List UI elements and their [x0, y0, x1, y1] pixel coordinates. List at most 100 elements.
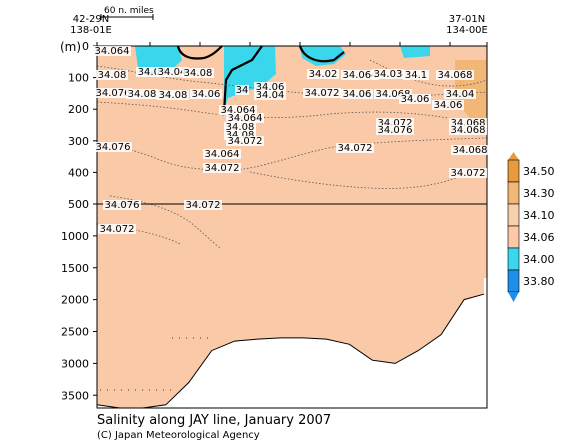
colorbar-segment [507, 181, 520, 205]
colorbar-top-arrow [508, 152, 519, 160]
contour-label: 34.03 [374, 69, 403, 80]
right-station-lon: 134-00E [446, 25, 488, 36]
y-tick-label: 500 [68, 198, 89, 211]
right-margin [484, 278, 487, 408]
contour-label-bg [436, 70, 474, 80]
contour-label-bg [235, 85, 249, 95]
contour-label-bg [399, 94, 431, 104]
contour-label: 34.072 [205, 163, 240, 174]
colorbar-segment [507, 247, 520, 271]
contour-label-bg [94, 142, 132, 152]
contour-label: 34.076 [378, 125, 413, 136]
scale-label: 60 n. miles [104, 6, 154, 16]
colorbar-label: 34.10 [523, 209, 555, 222]
contour-label-bg [341, 89, 373, 99]
chart-title: Salinity along JAY line, January 2007 [97, 413, 331, 428]
y-axis: 0 100 200 300 400 500 1000 1500 2000 2500 3000 3500 [61, 40, 488, 402]
contour-label: 34.08 [128, 89, 157, 100]
contour-label: 34.06 [256, 82, 285, 93]
contour-label-bg [449, 125, 487, 135]
contour-label-bg [157, 90, 189, 100]
contour-label: 34.08 [159, 90, 188, 101]
contour-label-bg [444, 89, 476, 99]
y-axis-label: (m) [60, 40, 81, 54]
contour-label: 34.072 [228, 136, 263, 147]
colorbar-segment [507, 225, 520, 249]
contour-label: 34.064 [95, 46, 130, 57]
contour-label: 34.068 [451, 118, 486, 129]
left-station-lat: 42-29N [73, 14, 110, 25]
contour-label: 34.068 [451, 125, 486, 136]
colorbar-label: 33.80 [523, 275, 555, 288]
contour-label: 34.06 [434, 100, 463, 111]
contour-label-bg [403, 70, 429, 80]
plot-area [96, 45, 488, 409]
contour-label: 34.06 [192, 89, 221, 100]
contour-label: 34.1 [405, 70, 427, 81]
seafloor [97, 293, 487, 408]
contour-label-bg [226, 136, 264, 146]
contour-label-bg [376, 118, 414, 128]
y-tick-label: 200 [68, 103, 89, 116]
y-tick-label: 300 [68, 135, 89, 148]
contour-thick [298, 45, 345, 63]
contour-label: 34.072 [378, 118, 413, 129]
contour-label: 34.076 [105, 200, 140, 211]
contour-label-bg [451, 145, 489, 155]
contour-label-bg [219, 105, 257, 115]
colorbar-label: 34.50 [523, 165, 555, 178]
contour-label: 34.06 [343, 89, 372, 100]
left-station-lon: 138-01E [70, 25, 112, 36]
y-tick-label: 0 [82, 40, 89, 53]
contour-label: 34.02 [138, 67, 167, 78]
contour-label: 34.08 [226, 130, 255, 141]
colorbar-segment [507, 269, 520, 293]
contour-label-bg [224, 130, 256, 140]
contour-dotted [369, 59, 488, 87]
contour-thick [222, 45, 263, 113]
contour-label-bg [374, 89, 412, 99]
contour-label: 34.064 [343, 70, 378, 81]
colorbar: 34.50 34.30 34.10 34.06 34.00 33.80 [507, 152, 555, 302]
contour-dotted [96, 137, 488, 171]
contour-label-bg [303, 88, 341, 98]
colorbar-label: 34.06 [523, 231, 555, 244]
contour-thick [176, 45, 223, 60]
contour-label-bg [203, 163, 241, 173]
colorbar-bottom-arrow [508, 292, 519, 302]
low-salinity-patch [224, 46, 276, 112]
seafloor-line [96, 292, 488, 409]
contour-label: 34.064 [221, 105, 256, 116]
contour-label: 34.08 [98, 70, 127, 81]
contour-label-bg [341, 70, 379, 80]
y-tick-label: 400 [68, 166, 89, 179]
contour-label: 34 [236, 85, 249, 96]
contour-label-bg [136, 67, 168, 77]
contour-label-bg [254, 90, 286, 100]
contour-dotted [109, 195, 221, 249]
contour-label: 34.076 [96, 142, 131, 153]
contour-label-bg [449, 118, 487, 128]
contour-label: 34.068 [453, 145, 488, 156]
contour-label: 34.072 [338, 143, 373, 154]
contour-label-bg [96, 70, 128, 80]
contour-label-bg [372, 69, 404, 79]
contour-label: 34.08 [226, 122, 255, 133]
contour-label: 34.04 [158, 67, 187, 78]
contour-label-bg [126, 89, 158, 99]
contour-label: 34.04 [446, 89, 475, 100]
contour-label-bg [93, 46, 131, 56]
contour-label-bg [182, 68, 214, 78]
y-tick-label: 2000 [61, 294, 89, 307]
contour-label: 34.072 [100, 224, 135, 235]
contour-label: 34.04 [256, 90, 285, 101]
y-tick-label: 1500 [61, 262, 89, 275]
contour-label-bg [156, 67, 188, 77]
contour-label: 34.02 [309, 69, 338, 80]
contour-label: 34.068 [438, 70, 473, 81]
contour-label-bg [254, 82, 286, 92]
y-tick-label: 100 [68, 72, 89, 85]
contour-label-bg [226, 113, 264, 123]
